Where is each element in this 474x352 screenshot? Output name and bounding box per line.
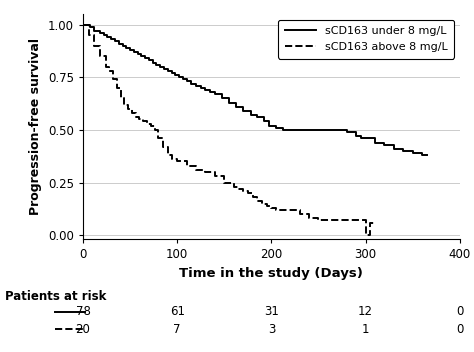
Text: Patients at risk: Patients at risk: [5, 290, 106, 303]
sCD163 above 8 mg/L: [268, 206, 274, 210]
sCD163 above 8 mg/L: [363, 233, 368, 237]
sCD163 under 8 mg/L: [80, 23, 86, 27]
Text: 1: 1: [362, 323, 369, 335]
X-axis label: Time in the study (Days): Time in the study (Days): [180, 267, 363, 280]
sCD163 under 8 mg/L: [419, 153, 425, 157]
sCD163 under 8 mg/L: [150, 61, 155, 65]
sCD163 above 8 mg/L: [367, 220, 373, 225]
sCD163 under 8 mg/L: [123, 46, 129, 50]
Text: 0: 0: [456, 323, 464, 335]
Legend: sCD163 under 8 mg/L, sCD163 above 8 mg/L: sCD163 under 8 mg/L, sCD163 above 8 mg/L: [278, 20, 454, 58]
sCD163 under 8 mg/L: [157, 65, 163, 69]
sCD163 above 8 mg/L: [372, 220, 378, 225]
sCD163 above 8 mg/L: [255, 199, 260, 203]
sCD163 under 8 mg/L: [142, 56, 148, 61]
Text: 12: 12: [358, 305, 373, 318]
sCD163 under 8 mg/L: [161, 67, 167, 71]
Text: 0: 0: [456, 305, 464, 318]
Y-axis label: Progression-free survival: Progression-free survival: [29, 38, 42, 215]
sCD163 above 8 mg/L: [144, 121, 150, 126]
Text: 3: 3: [268, 323, 275, 335]
Text: 7: 7: [173, 323, 181, 335]
Line: sCD163 above 8 mg/L: sCD163 above 8 mg/L: [83, 25, 375, 235]
Text: 78: 78: [75, 305, 91, 318]
Line: sCD163 under 8 mg/L: sCD163 under 8 mg/L: [83, 25, 427, 155]
Text: 20: 20: [75, 323, 91, 335]
sCD163 above 8 mg/L: [80, 23, 86, 27]
Text: 61: 61: [170, 305, 185, 318]
sCD163 above 8 mg/L: [129, 111, 135, 115]
sCD163 above 8 mg/L: [148, 124, 154, 128]
sCD163 under 8 mg/L: [424, 153, 429, 157]
sCD163 under 8 mg/L: [248, 113, 254, 117]
Text: 31: 31: [264, 305, 279, 318]
